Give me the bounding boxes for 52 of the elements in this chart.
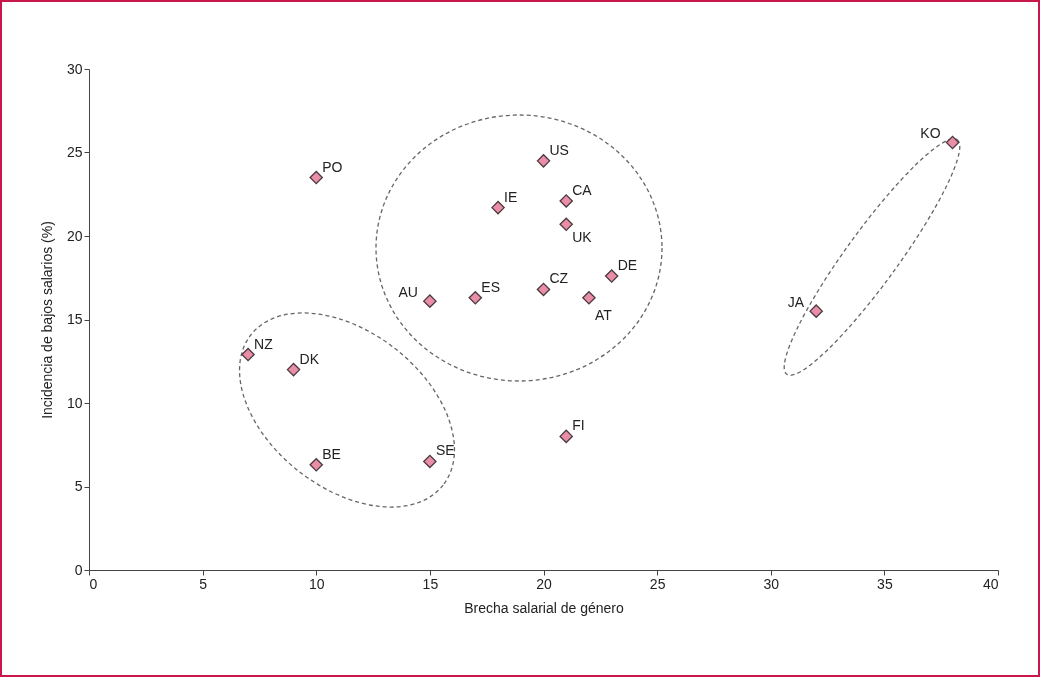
annotation: NZ xyxy=(254,335,274,352)
point xyxy=(536,282,551,297)
annotation: DE xyxy=(617,257,638,274)
x-tick-label: 0 xyxy=(89,575,98,592)
y-tick-label: 20 xyxy=(66,227,83,244)
annotation: CZ xyxy=(549,270,569,287)
y-axis-title: Incidencia de bajos salarios (%) xyxy=(38,221,55,419)
y-tick-label: 30 xyxy=(66,60,83,77)
y-tick-label: 15 xyxy=(66,311,83,327)
x-tick-label: 5 xyxy=(199,575,208,592)
annotation: IE xyxy=(504,188,518,205)
point xyxy=(582,291,596,305)
point xyxy=(309,458,324,472)
x-tick-label: 15 xyxy=(422,575,439,592)
annotation: SE xyxy=(435,442,455,459)
annotation: DK xyxy=(299,350,320,367)
point xyxy=(423,294,437,308)
x-tick-label: 25 xyxy=(649,575,666,592)
point xyxy=(559,217,573,232)
annotation: AU xyxy=(398,284,418,301)
x-tick-label: 40 xyxy=(982,575,999,592)
x-tick-label: 10 xyxy=(308,575,325,592)
annotation: CA xyxy=(572,181,593,198)
point xyxy=(559,194,573,208)
annotation: FI xyxy=(572,417,585,434)
annotation: AT xyxy=(594,306,613,323)
x-tick-label: 20 xyxy=(536,575,552,592)
point xyxy=(309,170,324,185)
point xyxy=(491,200,505,215)
annotation: UK xyxy=(572,229,593,246)
point xyxy=(809,304,823,318)
point xyxy=(945,135,960,150)
point xyxy=(286,362,301,377)
annotation: JA xyxy=(787,294,805,311)
point xyxy=(423,454,437,469)
x-axis-title: Brecha salarial de género xyxy=(464,599,624,616)
y-tick-label: 0 xyxy=(74,561,83,578)
point xyxy=(559,429,573,444)
y-tick-label: 5 xyxy=(74,478,83,494)
point xyxy=(536,154,551,168)
annotation: PO xyxy=(322,158,343,175)
annotation: US xyxy=(549,141,569,158)
x-tick-label: 30 xyxy=(763,575,780,592)
point xyxy=(468,291,483,305)
point xyxy=(604,269,619,283)
annotation: ES xyxy=(481,278,501,295)
x-tick-label: 35 xyxy=(877,575,893,592)
y-tick-label: 10 xyxy=(66,394,83,411)
point xyxy=(241,347,255,362)
annotation: KO xyxy=(920,125,941,142)
annotation: BE xyxy=(322,445,341,462)
y-tick-label: 25 xyxy=(66,144,83,160)
